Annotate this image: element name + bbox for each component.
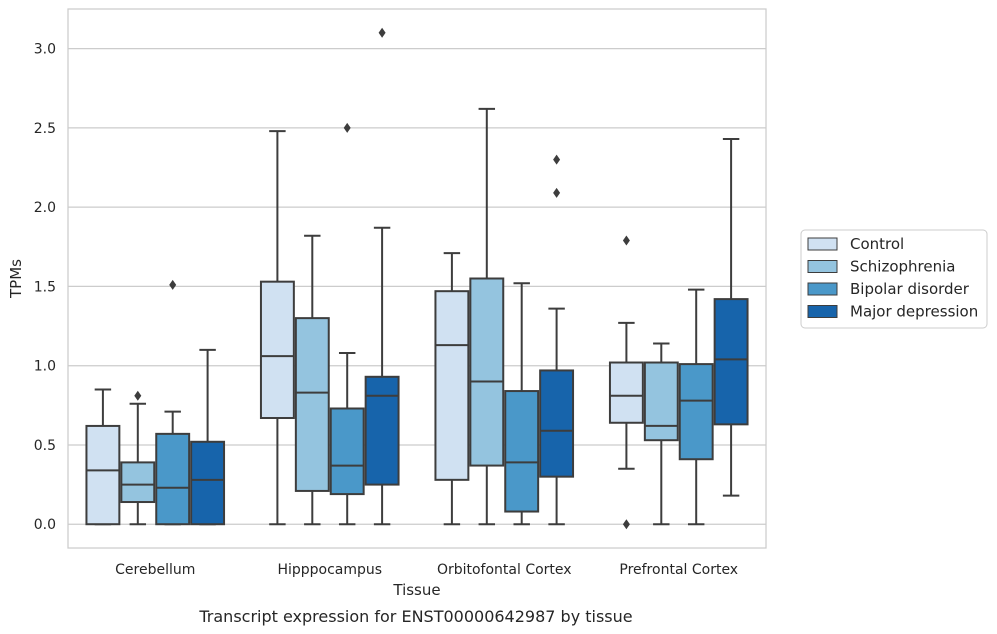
box bbox=[120, 461, 156, 504]
box bbox=[643, 361, 679, 442]
x-tick-labels: Cerebellum Hipppocampus Orbitofontal Corte… bbox=[115, 562, 738, 578]
box bbox=[294, 317, 330, 492]
y-tick-label: 1.5 bbox=[34, 279, 56, 295]
y-tick-label: 2.0 bbox=[34, 200, 56, 216]
box bbox=[434, 290, 470, 481]
legend-label: Bipolar disorder bbox=[850, 280, 970, 298]
legend-swatch bbox=[807, 260, 838, 273]
outlier-point bbox=[553, 154, 561, 165]
x-tick-label: Prefrontal Cortex bbox=[619, 562, 738, 578]
box bbox=[259, 280, 295, 420]
legend-swatch bbox=[807, 237, 838, 251]
legend-swatch bbox=[807, 282, 838, 296]
box-group bbox=[85, 279, 226, 526]
box-group bbox=[259, 27, 400, 526]
box bbox=[190, 440, 226, 526]
x-axis-label: Tissue bbox=[392, 581, 440, 599]
plot-area-frame bbox=[67, 8, 767, 549]
legend-label: Schizophrenia bbox=[850, 258, 955, 276]
y-tick-label: 2.5 bbox=[34, 121, 56, 137]
box bbox=[539, 369, 575, 478]
outlier-point bbox=[622, 235, 630, 246]
outlier-point bbox=[622, 519, 630, 530]
y-tick-label: 0.5 bbox=[34, 438, 56, 454]
outlier-point bbox=[378, 27, 386, 38]
box bbox=[364, 375, 400, 486]
x-tick-label: Hipppocampus bbox=[277, 562, 382, 578]
x-tick-label: Cerebellum bbox=[115, 562, 195, 578]
legend: Control Schizophrenia Bipolar disorder Majo… bbox=[800, 229, 988, 329]
y-tick-labels: 0.0 0.5 1.0 1.5 2.0 2.5 3.0 bbox=[34, 42, 56, 534]
chart-caption: Transcript expression for ENST0000064298… bbox=[198, 607, 632, 626]
legend-item: Schizophrenia bbox=[807, 258, 955, 276]
box-groups bbox=[85, 27, 749, 530]
legend-label: Control bbox=[850, 235, 904, 253]
box bbox=[155, 432, 191, 526]
box-group bbox=[434, 107, 575, 526]
legend-item: Control bbox=[807, 235, 904, 253]
box bbox=[678, 363, 714, 461]
box-group bbox=[608, 137, 749, 530]
box bbox=[469, 277, 505, 467]
y-axis-label: TPMs bbox=[7, 259, 25, 299]
box bbox=[504, 390, 540, 513]
legend-frame bbox=[800, 229, 988, 329]
legend-swatch bbox=[807, 305, 838, 318]
outlier-point bbox=[343, 122, 351, 133]
box bbox=[329, 407, 365, 496]
y-tick-label: 0.0 bbox=[34, 517, 56, 533]
x-tick-label: Orbitofontal Cortex bbox=[437, 562, 572, 578]
legend-label: Major depression bbox=[850, 303, 978, 321]
legend-item: Major depression bbox=[807, 303, 978, 321]
outlier-point bbox=[134, 390, 142, 401]
y-tick-label: 1.0 bbox=[34, 359, 56, 375]
outlier-point bbox=[169, 279, 177, 290]
box bbox=[608, 361, 644, 424]
legend-item: Bipolar disorder bbox=[807, 280, 970, 298]
outlier-point bbox=[553, 187, 561, 198]
y-tick-label: 3.0 bbox=[34, 42, 56, 58]
box bbox=[713, 298, 749, 426]
box bbox=[85, 424, 121, 526]
